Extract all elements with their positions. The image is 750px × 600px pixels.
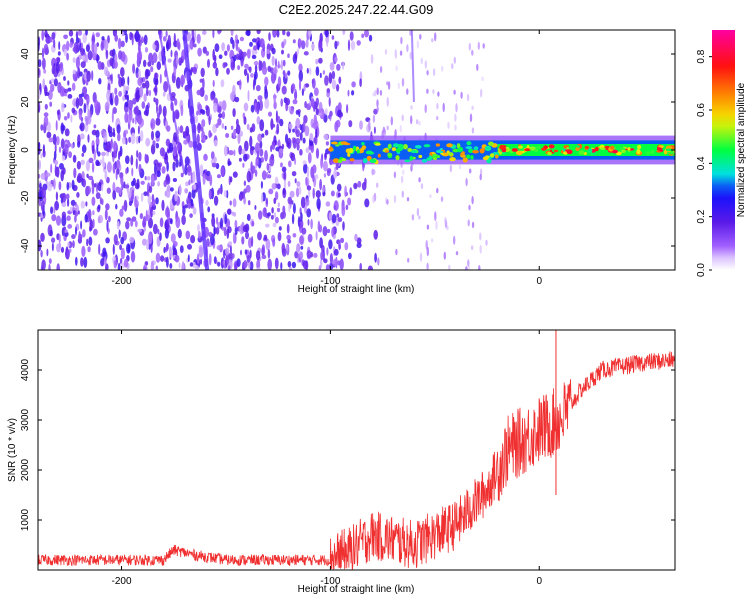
spectrogram-streak — [182, 30, 210, 270]
colorbar-tick-label: 0.6 — [696, 103, 707, 117]
y-tick-label: 1000 — [20, 508, 31, 531]
figure-title: C2E2.2025.247.22.44.G09 — [279, 2, 434, 17]
colorbar-tick-label: 0.0 — [696, 263, 707, 277]
y-tick-label: 0 — [20, 147, 31, 153]
carrier-band — [328, 135, 675, 165]
colorbar-label: Normalized spectral amplitude — [736, 82, 747, 217]
x-tick-label: -200 — [112, 276, 132, 287]
x-tick-label: -200 — [112, 576, 132, 587]
y-axis-label: Frequency (Hz) — [7, 116, 18, 185]
colorbar-tick-label: 0.4 — [696, 156, 707, 170]
x-tick-label: -100 — [320, 576, 340, 587]
spectrogram-streak-3 — [410, 30, 415, 103]
colorbar-tick-label: 0.2 — [696, 209, 707, 223]
y-tick-label: 4000 — [20, 358, 31, 381]
y-tick-label: 2000 — [20, 458, 31, 481]
y-tick-label: 40 — [20, 48, 31, 60]
snr-line — [38, 351, 675, 570]
spectrogram-streak-2 — [158, 30, 186, 175]
colorbar-tick-label: 0.8 — [696, 49, 707, 63]
y-tick-label: -40 — [20, 238, 31, 253]
y-tick-label: -20 — [20, 190, 31, 205]
spectrogram-noise — [38, 30, 488, 270]
x-axis-label: Height of straight line (km) — [298, 284, 415, 295]
snr-frame — [37, 329, 676, 571]
y-tick-label: 20 — [20, 96, 31, 108]
y-axis-label: SNR (10 * v/v) — [7, 418, 18, 482]
x-tick-label: 0 — [536, 276, 542, 287]
x-tick-label: 0 — [536, 576, 542, 587]
x-tick-label: -100 — [320, 276, 340, 287]
snr-plot — [38, 330, 675, 570]
y-tick-label: 3000 — [20, 408, 31, 431]
x-axis-label: Height of straight line (km) — [298, 584, 415, 595]
colorbar — [712, 30, 735, 270]
spectrogram-plot — [38, 30, 675, 270]
